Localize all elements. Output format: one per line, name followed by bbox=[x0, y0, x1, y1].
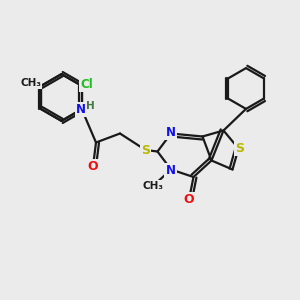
Text: CH₃: CH₃ bbox=[20, 78, 41, 88]
Text: N: N bbox=[165, 164, 176, 177]
Text: S: S bbox=[236, 142, 244, 155]
Text: CH₃: CH₃ bbox=[142, 181, 164, 191]
Text: S: S bbox=[141, 143, 150, 157]
Text: N: N bbox=[76, 103, 86, 116]
Text: H: H bbox=[86, 100, 94, 111]
Text: O: O bbox=[184, 193, 194, 206]
Text: N: N bbox=[165, 126, 176, 139]
Text: O: O bbox=[88, 160, 98, 173]
Text: Cl: Cl bbox=[80, 78, 93, 91]
